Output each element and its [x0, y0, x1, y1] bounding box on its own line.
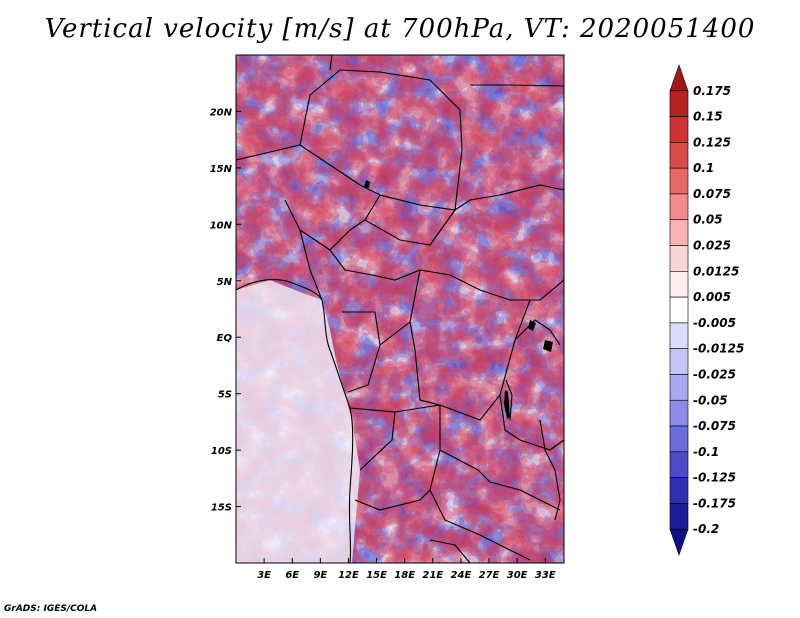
colorbar-label: -0.125: [693, 471, 736, 485]
lon-label: 15E: [366, 570, 387, 581]
colorbar-swatch: [669, 399, 689, 427]
colorbar-label: -0.175: [693, 496, 736, 510]
lat-label: 5N: [217, 277, 233, 288]
colorbar-label: 0.0125: [693, 264, 739, 278]
lat-label: EQ: [217, 333, 233, 344]
lon-label: 9E: [313, 570, 327, 581]
colorbar-label: 0.05: [693, 213, 723, 227]
lon-label: 21E: [422, 570, 443, 581]
lat-label: 15N: [210, 164, 233, 175]
lat-label: 15S: [211, 503, 232, 514]
colorbar-swatch: [669, 425, 689, 453]
colorbar-swatch: [669, 451, 689, 478]
lon-label: 24E: [451, 570, 472, 581]
colorbar-swatch: [669, 167, 689, 195]
colorbar-label: -0.2: [693, 522, 719, 536]
lat-label: 5S: [218, 390, 232, 401]
lat-label: 10S: [211, 446, 232, 457]
colorbar-swatch: [669, 142, 689, 169]
lat-label: 10N: [210, 220, 233, 231]
colorbar-swatch: [669, 374, 689, 401]
colorbar-label: 0.15: [693, 110, 723, 124]
colorbar-label: 0.005: [693, 290, 731, 304]
colorbar-swatch: [669, 116, 689, 143]
colorbar-label: 0.125: [693, 135, 731, 149]
colorbar-label: -0.075: [693, 419, 736, 433]
lon-label: 33E: [535, 570, 556, 581]
longitude-axis: 3E 6E 9E 12E 15E 18E 21E 24E 27E 30E 33E: [257, 558, 556, 581]
country-borders: [236, 55, 564, 563]
colorbar-swatch: [669, 322, 689, 349]
colorbar-swatch: [669, 245, 689, 272]
colorbar-swatch: [669, 503, 689, 530]
colorbar-label: -0.1: [693, 445, 719, 459]
latitude-axis: 20N 15N 10N 5N EQ 5S 10S 15S: [210, 107, 241, 514]
lon-label: 3E: [257, 570, 271, 581]
lon-label: 18E: [394, 570, 415, 581]
colorbar-swatch: [669, 348, 689, 375]
lon-label: 12E: [338, 570, 359, 581]
map-frame: [235, 54, 565, 564]
lon-label: 27E: [479, 570, 500, 581]
colorbar-swatch: [669, 219, 689, 246]
colorbar-swatch: [669, 64, 689, 92]
colorbar: 0.175 0.15 0.125 0.1 0.075 0.05 0.025 0.0125 0.0…: [669, 64, 744, 556]
colorbar-label: -0.025: [693, 367, 736, 381]
colorbar-label: -0.005: [693, 316, 736, 330]
colorbar-label: 0.075: [693, 187, 731, 201]
colorbar-label: -0.05: [693, 393, 728, 407]
colorbar-label: 0.1: [693, 161, 714, 175]
colorbar-label: 0.175: [693, 84, 731, 98]
chart-title: Vertical velocity [m/s] at 700hPa, VT: 2…: [44, 14, 756, 44]
lon-label: 30E: [507, 570, 528, 581]
colorbar-label: -0.0125: [693, 342, 744, 356]
colorbar-swatch: [669, 477, 689, 504]
lakes: [364, 180, 553, 419]
lat-label: 20N: [210, 107, 233, 118]
colorbar-swatch: [669, 296, 689, 324]
lon-label: 6E: [285, 570, 299, 581]
colorbar-swatch: [669, 528, 689, 556]
colorbar-swatch: [669, 193, 689, 221]
colorbar-swatch: [669, 90, 689, 117]
colorbar-swatch: [669, 271, 689, 298]
map-field: [236, 55, 564, 563]
colorbar-label: 0.025: [693, 239, 731, 253]
grads-credit: GrADS: IGES/COLA: [4, 604, 98, 614]
